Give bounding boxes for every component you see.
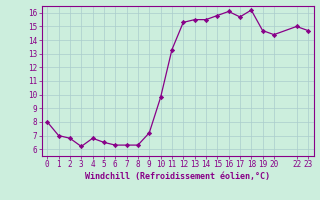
X-axis label: Windchill (Refroidissement éolien,°C): Windchill (Refroidissement éolien,°C) (85, 172, 270, 181)
